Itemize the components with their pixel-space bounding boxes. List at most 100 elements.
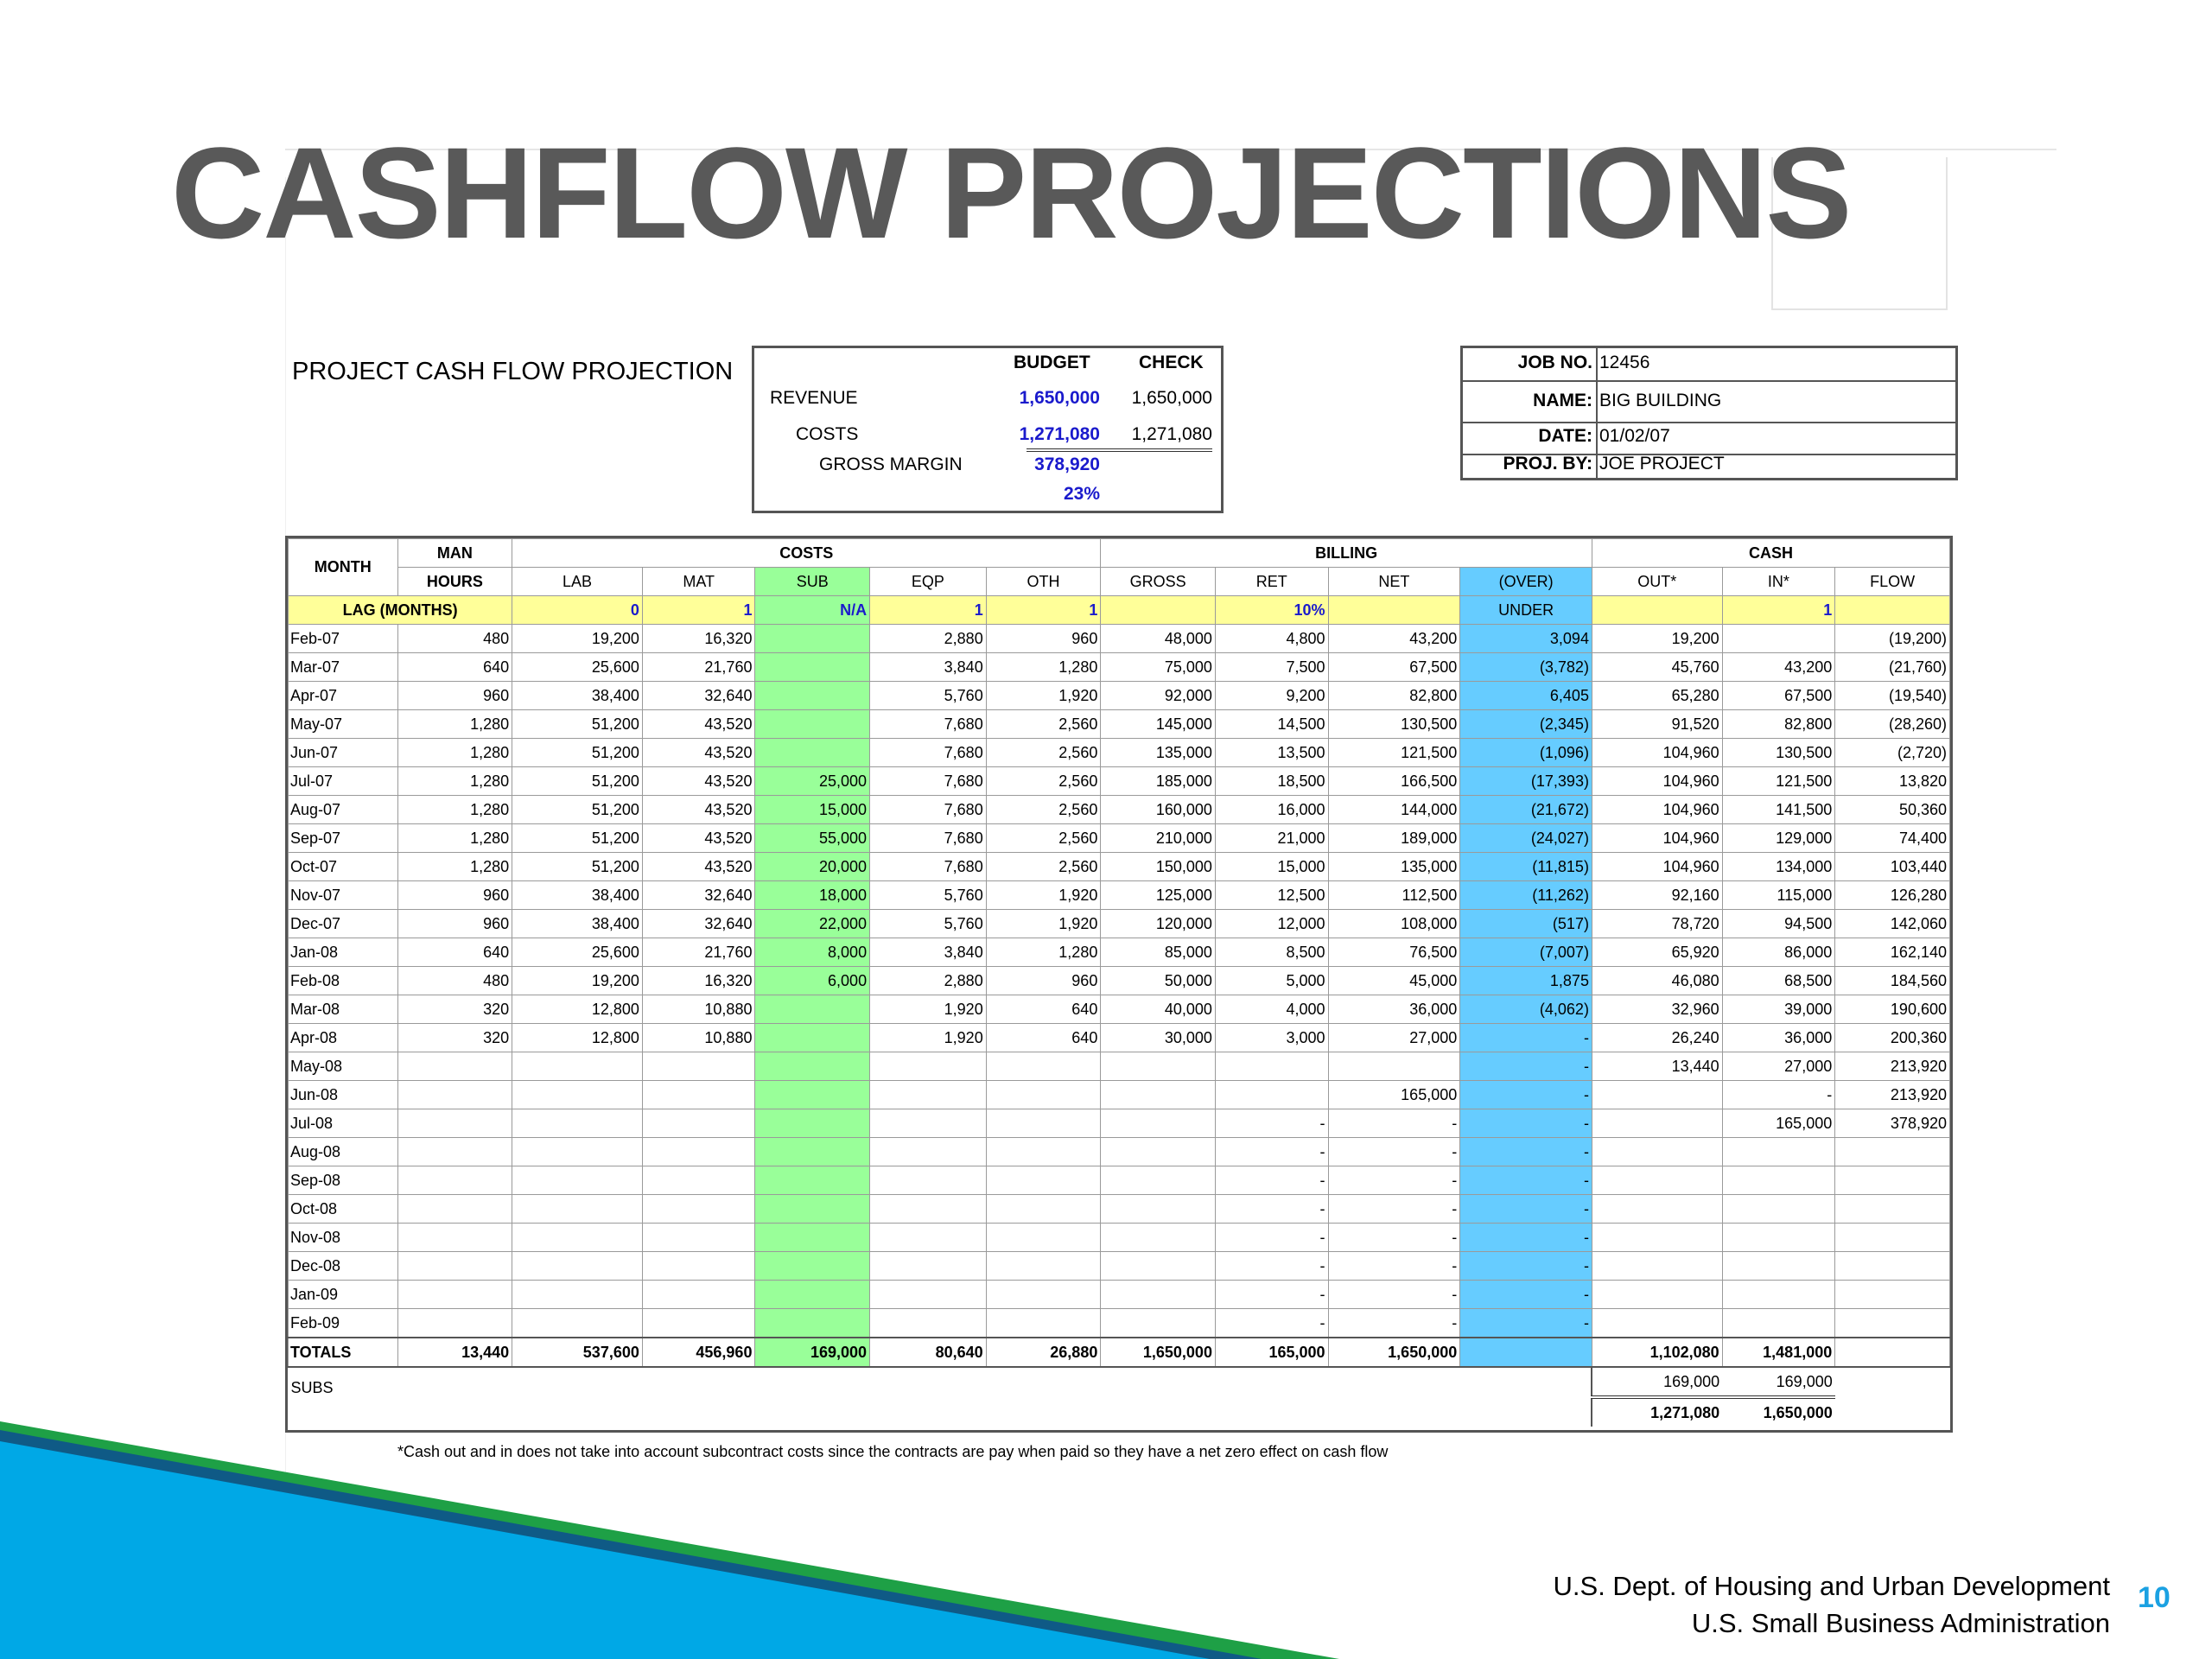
cell-cash-in bbox=[1721, 1194, 1836, 1224]
month-header: MONTH bbox=[288, 538, 398, 596]
job-name-label: NAME: bbox=[1533, 391, 1592, 410]
cell-month: May-08 bbox=[288, 1052, 398, 1081]
cell-month: Feb-09 bbox=[288, 1308, 398, 1338]
double-underline bbox=[1027, 448, 1212, 452]
lag-sub: N/A bbox=[754, 595, 871, 625]
table-row: Oct-08- - - bbox=[288, 1194, 1950, 1224]
job-date-value: 01/02/07 bbox=[1599, 426, 1670, 446]
cell-over-under: (1,096) bbox=[1459, 738, 1592, 767]
cell-cash-out: 45,760 bbox=[1591, 652, 1723, 682]
table-row: Dec-08- - - bbox=[288, 1251, 1950, 1281]
cell-lab bbox=[512, 1251, 643, 1281]
cell-mat: 43,520 bbox=[641, 823, 756, 853]
subheader-sub: SUB bbox=[754, 567, 871, 596]
cell-cash-in bbox=[1721, 624, 1836, 653]
cell-cash-out bbox=[1591, 1223, 1723, 1252]
cell-net: - bbox=[1327, 1308, 1461, 1338]
table-row: Mar-08 320 12,800 10,880 1,920 640 40,000 4,000… bbox=[288, 995, 1950, 1024]
cell-net: 82,800 bbox=[1327, 681, 1461, 710]
cell-net: 189,000 bbox=[1327, 823, 1461, 853]
cell-cash-in: 86,000 bbox=[1721, 938, 1836, 967]
cell-cash-out: 46,080 bbox=[1591, 966, 1723, 995]
cell-net: 27,000 bbox=[1327, 1023, 1461, 1052]
cell-cash-flow: 74,400 bbox=[1834, 823, 1950, 853]
cell-ret: - bbox=[1214, 1137, 1329, 1166]
table-row: Sep-07 1,280 51,200 43,520 55,000 7,680 2,560 2… bbox=[288, 823, 1950, 853]
job-projby-row: PROJ. BY: JOE PROJECT bbox=[1463, 454, 1955, 478]
cell-net: 45,000 bbox=[1327, 966, 1461, 995]
cell-mat: 43,520 bbox=[641, 852, 756, 881]
cell-ret: 4,000 bbox=[1214, 995, 1329, 1024]
cell-oth: 960 bbox=[985, 966, 1102, 995]
cell-lab: 51,200 bbox=[512, 738, 643, 767]
cell-over-under: - bbox=[1459, 1251, 1592, 1281]
lag-net bbox=[1327, 595, 1461, 625]
cell-cash-in: 43,200 bbox=[1721, 652, 1836, 682]
cell-cash-flow bbox=[1834, 1308, 1950, 1338]
lag-in: 1 bbox=[1721, 595, 1836, 625]
cell-cash-flow bbox=[1834, 1337, 1950, 1368]
cell-man-hours bbox=[397, 1109, 513, 1138]
cell-cash-flow: 103,440 bbox=[1834, 852, 1950, 881]
cell-man-hours: 960 bbox=[397, 880, 513, 910]
lag-gross bbox=[1100, 595, 1216, 625]
subs-out: 169,000 bbox=[1591, 1366, 1723, 1397]
cell-eqp: 7,680 bbox=[869, 795, 987, 824]
table-row: Apr-08 320 12,800 10,880 1,920 640 30,000 3,000… bbox=[288, 1023, 1950, 1052]
cell-cash-out: 104,960 bbox=[1591, 823, 1723, 853]
cell-over-under: - bbox=[1459, 1080, 1592, 1109]
cell-over-under: - bbox=[1459, 1137, 1592, 1166]
table-row: Feb-08 480 19,200 16,320 6,000 2,880 960 50,000… bbox=[288, 966, 1950, 995]
cell-man-hours bbox=[397, 1052, 513, 1081]
subs-blank bbox=[1834, 1366, 1950, 1397]
cell-oth: 2,560 bbox=[985, 709, 1102, 739]
subheader-cash-in: IN* bbox=[1721, 567, 1836, 596]
cell-over-under: (24,027) bbox=[1459, 823, 1592, 853]
cell-month: Aug-08 bbox=[288, 1137, 398, 1166]
lag-row: LAG (MONTHS) 0 1 N/A 1 1 10% UNDER 1 bbox=[287, 595, 1950, 625]
cell-cash-out: 26,240 bbox=[1591, 1023, 1723, 1052]
cell-oth bbox=[985, 1166, 1102, 1195]
cell-cash-in: 36,000 bbox=[1721, 1023, 1836, 1052]
job-number-row: JOB NO. 12456 bbox=[1463, 348, 1955, 382]
cell-cash-in bbox=[1721, 1280, 1836, 1309]
cell-gross: 50,000 bbox=[1100, 966, 1216, 995]
cell-lab bbox=[512, 1280, 643, 1309]
cell-oth bbox=[985, 1137, 1102, 1166]
cell-sub: 25,000 bbox=[754, 766, 871, 796]
cell-eqp bbox=[869, 1223, 987, 1252]
cell-ret: 12,000 bbox=[1214, 909, 1329, 938]
table-row: Feb-07 480 19,200 16,320 2,880 960 48,000 4,800… bbox=[288, 624, 1950, 653]
table-row: Feb-09- - - bbox=[288, 1308, 1950, 1338]
cell-ret: 18,500 bbox=[1214, 766, 1329, 796]
budget-summary-box: BUDGET CHECK REVENUE 1,650,000 1,650,000… bbox=[752, 346, 1224, 513]
cell-ret: 12,500 bbox=[1214, 880, 1329, 910]
gross-margin-percent: 23% bbox=[1063, 484, 1100, 504]
cell-lab: 38,400 bbox=[512, 681, 643, 710]
cell-net: 165,000 bbox=[1327, 1080, 1461, 1109]
cell-month: Mar-08 bbox=[288, 995, 398, 1024]
cell-sub bbox=[754, 652, 871, 682]
cell-cash-out: 91,520 bbox=[1591, 709, 1723, 739]
table-row: Aug-08- - - bbox=[288, 1137, 1950, 1166]
cell-man-hours: 480 bbox=[397, 966, 513, 995]
cell-net: 67,500 bbox=[1327, 652, 1461, 682]
cell-cash-out bbox=[1591, 1280, 1723, 1309]
cell-cash-flow: 162,140 bbox=[1834, 938, 1950, 967]
cell-ret: 14,500 bbox=[1214, 709, 1329, 739]
man-header: MAN bbox=[397, 538, 513, 568]
cell-ret: - bbox=[1214, 1223, 1329, 1252]
cell-mat: 21,760 bbox=[641, 652, 756, 682]
cell-gross bbox=[1100, 1194, 1216, 1224]
job-name-row: NAME: BIG BUILDING bbox=[1463, 380, 1955, 423]
cell-net: 1,650,000 bbox=[1327, 1337, 1461, 1368]
cell-gross: 185,000 bbox=[1100, 766, 1216, 796]
cell-cash-flow: 200,360 bbox=[1834, 1023, 1950, 1052]
cell-oth: 2,560 bbox=[985, 738, 1102, 767]
budget-column-header: BUDGET bbox=[1014, 353, 1090, 372]
cell-cash-out: 92,160 bbox=[1591, 880, 1723, 910]
cell-sub bbox=[754, 1280, 871, 1309]
cell-sub: 15,000 bbox=[754, 795, 871, 824]
cell-lab: 51,200 bbox=[512, 709, 643, 739]
